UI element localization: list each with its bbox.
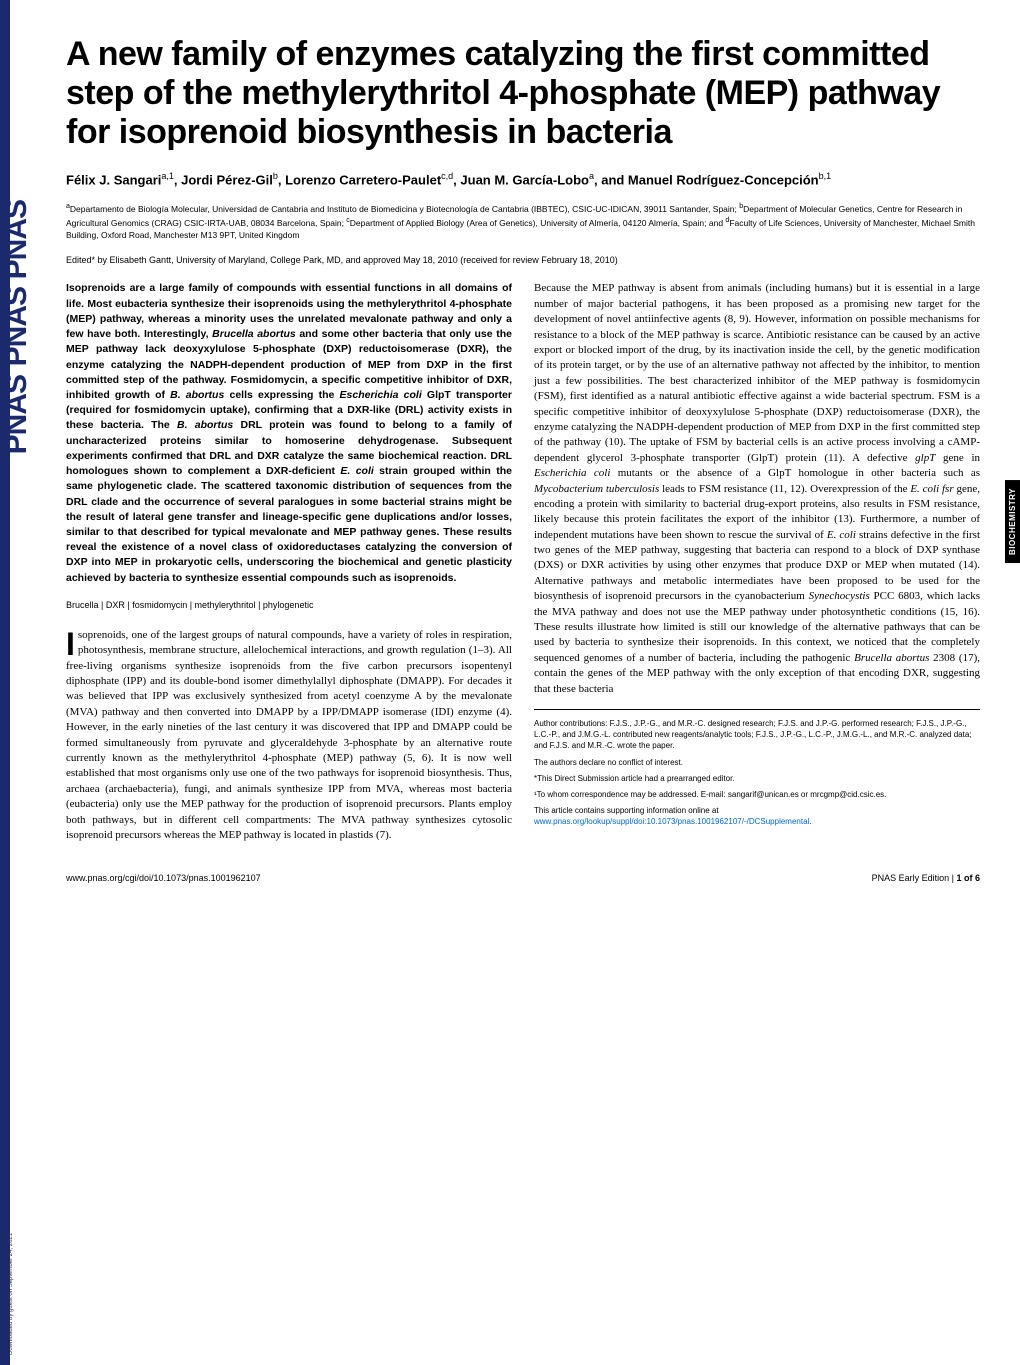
abstract: Isoprenoids are a large family of compou… [66, 281, 512, 585]
authors: Félix J. Sangaria,1, Jordi Pérez-Gilb, L… [66, 170, 980, 190]
footer-page-info: PNAS Early Edition | 1 of 6 [872, 873, 980, 883]
footer-doi: www.pnas.org/cgi/doi/10.1073/pnas.100196… [66, 873, 261, 883]
two-column-layout: Isoprenoids are a large family of compou… [66, 281, 980, 845]
footer-page-number: 1 of 6 [956, 873, 980, 883]
page-root: PNAS PNAS PNAS Downloaded by guest on Se… [0, 0, 1020, 1365]
body-text-col1: Isoprenoids, one of the largest groups o… [66, 628, 512, 843]
footnote-supplemental-text: This article contains supporting informa… [534, 806, 719, 815]
footnote-supplemental-period: . [809, 817, 811, 826]
column-left: Isoprenoids are a large family of compou… [66, 281, 512, 845]
page-footer: www.pnas.org/cgi/doi/10.1073/pnas.100196… [66, 867, 980, 883]
keywords: Brucella | DXR | fosmidomycin | methyler… [66, 600, 512, 610]
downloaded-note: Downloaded by guest on September 24, 202… [8, 1175, 14, 1355]
footnote-correspondence: ¹To whom correspondence may be addressed… [534, 789, 980, 800]
footnote-supplemental: This article contains supporting informa… [534, 805, 980, 827]
pnas-logo: PNAS PNAS PNAS [2, 200, 36, 900]
left-rail: PNAS PNAS PNAS Downloaded by guest on Se… [0, 0, 38, 1365]
category-tab: BIOCHEMISTRY [1005, 480, 1020, 563]
footnote-author-contributions: Author contributions: F.J.S., J.P.-G., a… [534, 718, 980, 752]
article-title: A new family of enzymes catalyzing the f… [66, 35, 980, 152]
pnas-logo-text-1: PNAS [2, 200, 36, 279]
footnote-editor: *This Direct Submission article had a pr… [534, 773, 980, 784]
pnas-logo-text-2: PNAS [2, 287, 36, 366]
footnotes-divider [534, 709, 980, 710]
affiliations: aDepartamento de Biología Molecular, Uni… [66, 202, 980, 241]
supplemental-link[interactable]: www.pnas.org/lookup/suppl/doi:10.1073/pn… [534, 817, 809, 826]
footnote-conflict: The authors declare no conflict of inter… [534, 757, 980, 768]
edited-by: Edited* by Elisabeth Gantt, University o… [66, 255, 980, 265]
pnas-logo-text-3: PNAS [2, 375, 36, 454]
footnotes: Author contributions: F.J.S., J.P.-G., a… [534, 718, 980, 828]
column-right: Because the MEP pathway is absent from a… [534, 281, 980, 845]
footer-label: PNAS Early Edition [872, 873, 950, 883]
body-text-col2: Because the MEP pathway is absent from a… [534, 281, 980, 697]
article-content: BIOCHEMISTRY A new family of enzymes cat… [38, 0, 1020, 1365]
